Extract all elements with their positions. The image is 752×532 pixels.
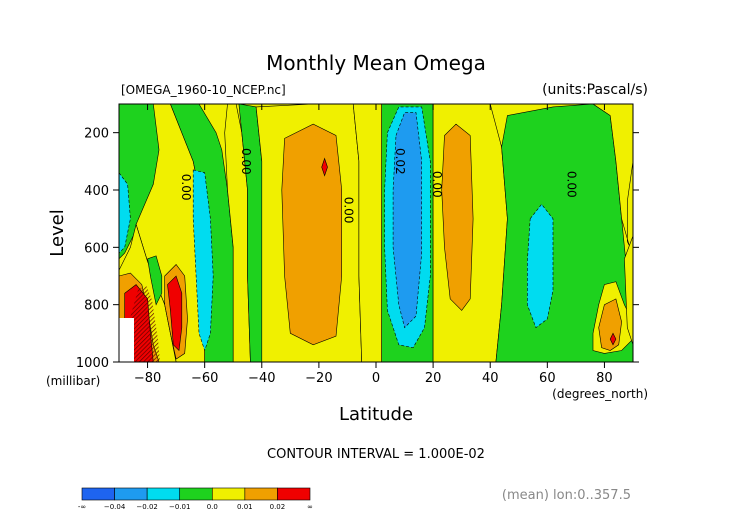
colorbar-swatch bbox=[244, 487, 278, 501]
x-tick-label: −80 bbox=[134, 371, 161, 386]
x-axis-ticks: −80 −60 −40 −20 0 20 40 60 80 bbox=[134, 104, 613, 386]
contour-label: 0.00 bbox=[239, 148, 253, 175]
colorbar-label: ∞ bbox=[307, 503, 313, 511]
colorbar-label: 0.02 bbox=[270, 503, 286, 511]
contour-region bbox=[624, 235, 633, 345]
chart-title: Monthly Mean Omega bbox=[266, 51, 486, 75]
y-axis-ticks: 200 400 600 800 1000 bbox=[76, 127, 639, 371]
colorbar-label: 0.0 bbox=[207, 503, 218, 511]
x-tick-label: −20 bbox=[305, 371, 332, 386]
units-label: (units:Pascal/s) bbox=[542, 82, 648, 98]
hatched-extreme-area bbox=[119, 285, 160, 362]
x-tick-label: 60 bbox=[539, 371, 556, 386]
x-axis-label: Latitude bbox=[339, 404, 413, 425]
contour-region bbox=[167, 275, 183, 352]
contour-region bbox=[526, 203, 554, 329]
contour-label: 0.00 bbox=[179, 174, 193, 201]
colorbar: -∞ −0.04 −0.02 −0.01 0.0 0.01 0.02 ∞ bbox=[78, 487, 313, 511]
y-tick-label: 800 bbox=[84, 299, 109, 314]
contour-region bbox=[392, 112, 423, 329]
colorbar-swatch bbox=[146, 487, 181, 501]
colorbar-swatch bbox=[211, 487, 246, 501]
y-tick-label: 1000 bbox=[76, 356, 109, 371]
x-tick-label: 40 bbox=[482, 371, 499, 386]
contour-region bbox=[192, 169, 214, 352]
contour-region bbox=[592, 104, 633, 259]
contour-label: 0.00 bbox=[342, 197, 356, 224]
x-tick-label: 20 bbox=[425, 371, 442, 386]
x-tick-label: −60 bbox=[191, 371, 218, 386]
contour-region bbox=[321, 157, 328, 177]
x-tick-label: 80 bbox=[596, 371, 613, 386]
contour-region bbox=[598, 298, 622, 351]
x-tick-label: 0 bbox=[372, 371, 380, 386]
y-tick-label: 400 bbox=[84, 184, 109, 199]
y-tick-label: 600 bbox=[84, 241, 109, 256]
colorbar-label: −0.02 bbox=[136, 503, 157, 511]
contour-label: 0.02 bbox=[393, 148, 407, 175]
contour-labels: 0.00 0.00 0.00 0.02 0.00 0.00 bbox=[179, 148, 578, 224]
y-unit-label: (millibar) bbox=[46, 374, 100, 388]
contour-region bbox=[281, 123, 343, 346]
contour-region bbox=[224, 104, 251, 362]
contour-region bbox=[441, 123, 474, 311]
file-label: [OMEGA_1960-10_NCEP.nc] bbox=[121, 83, 286, 97]
colorbar-label: 0.01 bbox=[237, 503, 253, 511]
footer-note: (mean) lon:0..357.5 bbox=[502, 488, 631, 503]
colorbar-swatch bbox=[114, 487, 148, 501]
colorbar-label: −0.01 bbox=[169, 503, 190, 511]
contour-interval-text: CONTOUR INTERVAL = 1.000E-02 bbox=[267, 447, 485, 462]
colorbar-label: -∞ bbox=[78, 503, 86, 511]
colorbar-swatch bbox=[179, 487, 213, 501]
x-tick-label: −40 bbox=[248, 371, 275, 386]
contour-label: 0.00 bbox=[430, 171, 444, 198]
x-unit-label: (degrees_north) bbox=[552, 387, 648, 401]
contour-region bbox=[119, 172, 131, 254]
y-axis-label: Level bbox=[47, 209, 68, 257]
contour-label: 0.00 bbox=[564, 171, 578, 198]
colorbar-label: −0.04 bbox=[104, 503, 126, 511]
contour-region bbox=[609, 332, 617, 346]
contour-regions bbox=[119, 104, 633, 362]
contour-region bbox=[147, 255, 163, 306]
colorbar-swatch bbox=[81, 487, 115, 501]
colorbar-swatch bbox=[277, 487, 311, 501]
y-tick-label: 200 bbox=[84, 127, 109, 142]
